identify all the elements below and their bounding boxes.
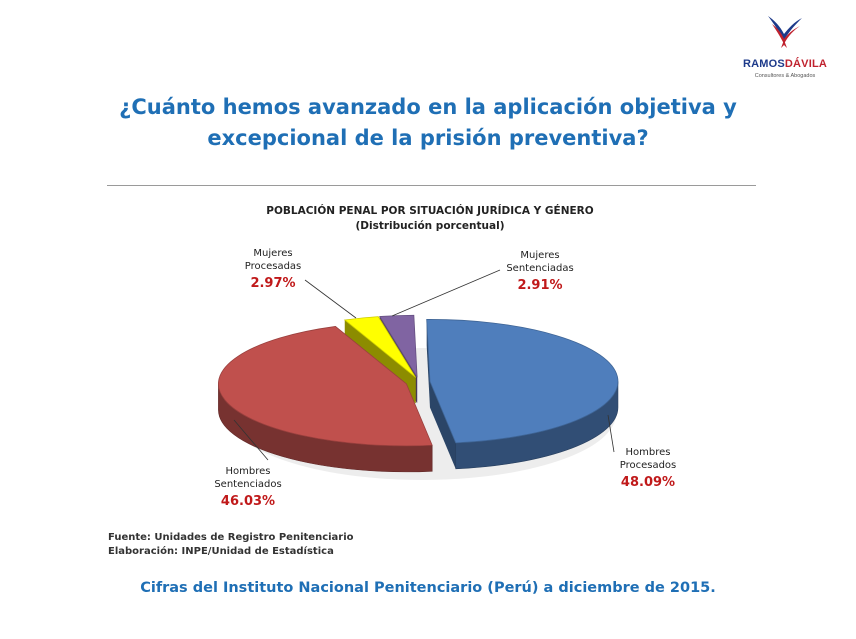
elaboration-line: Elaboración: INPE/Unidad de Estadística [108, 546, 334, 557]
pie-slice-0 [426, 319, 619, 444]
source-line: Fuente: Unidades de Registro Penitenciar… [108, 532, 354, 543]
footer-caption: Cifras del Instituto Nacional Penitencia… [140, 580, 716, 596]
pie-slice-3 [379, 314, 418, 378]
brand-logo: RAMOSDÁVILA Consultores & Abogados [730, 14, 840, 80]
slide-headline: ¿Cuánto hemos avanzado en la aplicación … [40, 92, 816, 154]
leader-line-3 [391, 269, 501, 317]
slice-label-line1-2: Mujeres [253, 248, 292, 259]
slice-label-line1-3: Mujeres [520, 250, 559, 261]
slice-value-label-1: 46.03% [221, 494, 275, 509]
divider-rule [107, 185, 756, 186]
pie-slice-1 [218, 326, 433, 447]
slice-label-line1-1: Hombres [226, 466, 271, 477]
slice-label-line2-3: Sentenciadas [506, 263, 573, 274]
pie-cut-0-1 [429, 381, 456, 469]
slice-label-line1-0: Hombres [626, 447, 671, 458]
source-note: Fuente: Unidades de Registro Penitenciar… [108, 531, 354, 559]
slice-value-label-2: 2.97% [250, 276, 295, 291]
headline-line-2: excepcional de la prisión preventiva? [207, 126, 649, 150]
chart-title: POBLACIÓN PENAL POR SITUACIÓN JURÍDICA Y… [266, 205, 594, 217]
leader-line-0 [607, 414, 615, 453]
slice-value-label-3: 2.91% [517, 278, 562, 293]
pie-labels: Hombres Procesados 48.09% Hombres Sentenciad… [214, 248, 676, 509]
slice-value-label-0: 48.09% [621, 475, 675, 490]
slice-label-line2-1: Sentenciados [214, 479, 281, 490]
chart-title-block: POBLACIÓN PENAL POR SITUACIÓN JURÍDICA Y… [180, 204, 680, 234]
logo-tagline: Consultores & Abogados [754, 73, 816, 79]
logo-brand-part2: DÁVILA [784, 58, 828, 70]
slice-label-line2-2: Procesadas [245, 261, 302, 272]
leader-line-1 [233, 419, 269, 461]
slice-label-line2-0: Procesados [620, 460, 677, 471]
chart-subtitle: (Distribución porcentual) [355, 220, 505, 232]
logo-bird-icon [768, 16, 802, 48]
pie-slice-2 [343, 316, 417, 378]
logo-brand-part1: RAMOS [742, 58, 785, 70]
headline-line-1: ¿Cuánto hemos avanzado en la aplicación … [119, 95, 737, 119]
leader-line-2 [304, 279, 357, 319]
logo-wordmark: RAMOSDÁVILA [730, 58, 840, 70]
pie-slices [218, 314, 619, 447]
